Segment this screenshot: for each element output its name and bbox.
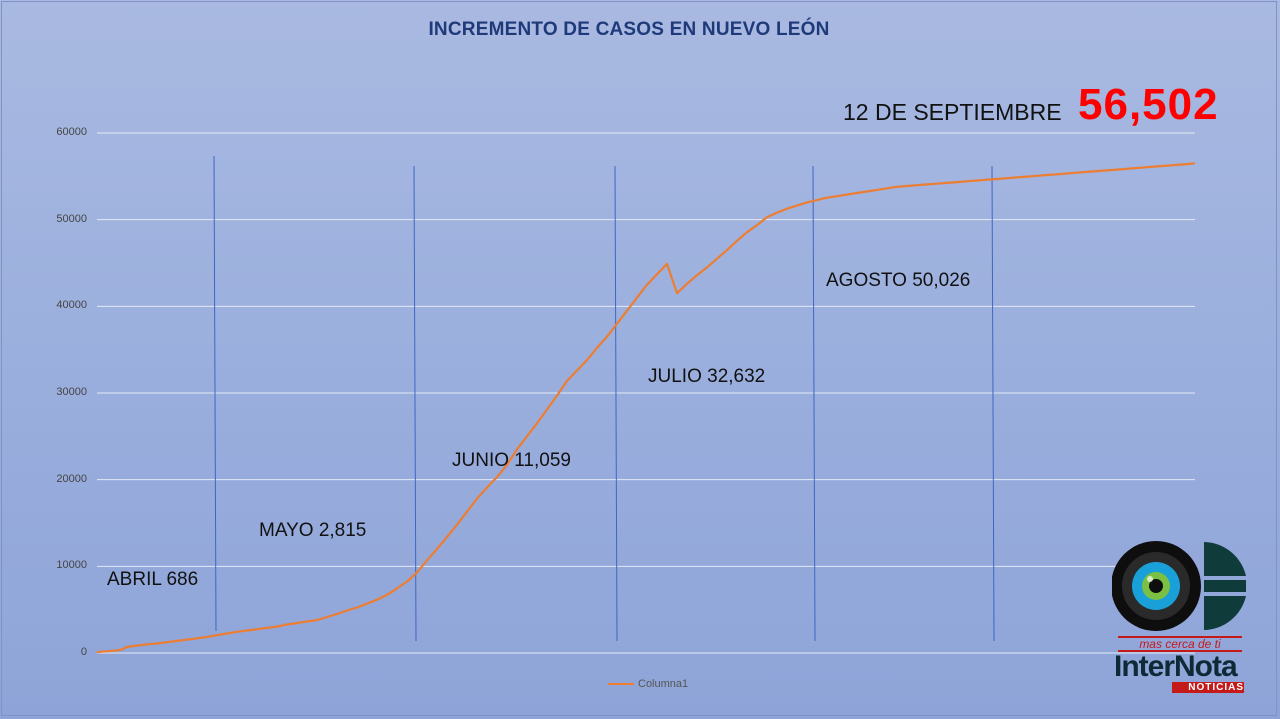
month-divider-2 [614, 165, 618, 642]
series-line-columna1 [96, 162, 1196, 654]
annotation-junio: JUNIO 11,059 [452, 450, 571, 471]
legend: Columna1 [608, 678, 688, 690]
y-tick-label: 20000 [56, 472, 87, 485]
month-divider-1 [413, 165, 417, 642]
month-divider-0 [213, 155, 217, 632]
annotation-abril: ABRIL 686 [107, 569, 199, 590]
logo-subtitle: NOTICIAS [1172, 682, 1244, 693]
y-tick-label: 30000 [56, 386, 87, 398]
legend-label: Columna1 [638, 678, 689, 690]
legend-swatch [608, 683, 634, 685]
annotation-mayo: MAYO 2,815 [259, 520, 367, 541]
camera-lens-icon [1111, 541, 1246, 631]
logo-tagline: mas cerca de ti [1118, 636, 1242, 652]
y-tick-label: 50000 [56, 212, 87, 225]
internota-logo: mas cerca de ti InterNota NOTICIAS [1111, 536, 1250, 696]
annotation-julio: JULIO 32,632 [648, 366, 766, 387]
y-tick-label: 40000 [56, 299, 87, 312]
y-tick-label: 60000 [56, 126, 87, 138]
month-divider-4 [991, 165, 995, 642]
month-divider-3 [812, 165, 816, 642]
logo-name: InterNota [1114, 650, 1238, 683]
chart-title: INCREMENTO DE CASOS EN NUEVO LEÓN [428, 19, 830, 40]
total-cases-number: 56,502 [1078, 80, 1219, 129]
date-label: 12 DE SEPTIEMBRE [843, 99, 1062, 125]
y-tick-label: 0 [80, 646, 87, 658]
annotation-agosto: AGOSTO 50,026 [826, 270, 971, 291]
y-tick-label: 10000 [56, 559, 87, 572]
